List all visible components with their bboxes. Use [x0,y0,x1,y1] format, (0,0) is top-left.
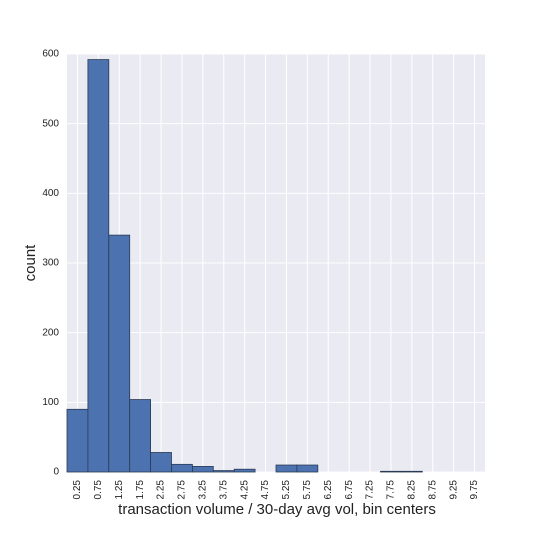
y-tick-label: 300 [42,258,59,269]
x-tick-label: 3.75 [218,480,229,500]
y-tick-label: 200 [42,327,59,338]
y-axis-label: count [22,244,39,282]
y-tick-label: 400 [42,188,59,199]
x-tick-label: 1.25 [114,480,125,500]
x-tick-label: 6.75 [344,480,355,500]
x-tick-label: 1.75 [135,480,146,500]
x-tick-label: 7.25 [365,480,376,500]
x-tick-label: 5.25 [281,480,292,500]
y-tick-label: 0 [53,467,59,478]
x-tick-label: 7.75 [386,480,397,500]
bar [66,408,89,473]
bar [296,464,319,473]
x-tick-label: 5.75 [302,480,313,500]
x-tick-label: 3.25 [197,480,208,500]
y-tick-label: 600 [42,49,59,60]
x-tick-label: 0.75 [93,480,104,500]
bar [275,464,298,473]
bar [108,234,131,473]
bar [150,452,172,473]
x-axis-label: transaction volume / 30-day avg vol, bin… [118,501,436,518]
bar [191,466,214,473]
x-tick-label: 4.25 [239,480,250,500]
bar [129,399,151,473]
x-tick-label: 9.75 [469,480,480,500]
x-tick-label: 2.75 [177,480,188,500]
x-tick-label: 9.25 [448,480,459,500]
y-tick-label: 100 [42,397,59,408]
x-tick-label: 2.25 [156,480,167,500]
bar [380,470,402,473]
bar [212,470,235,473]
x-tick-label: 8.25 [406,480,417,500]
x-tick-label: 0.25 [72,480,83,500]
x-tick-label: 8.75 [427,480,438,500]
bar [400,470,423,473]
x-tick-label: 6.25 [323,480,334,500]
x-tick-label: 4.75 [260,480,271,500]
bar [233,468,256,473]
y-tick-label: 500 [42,118,59,129]
bar [171,463,193,473]
bar [87,59,110,473]
